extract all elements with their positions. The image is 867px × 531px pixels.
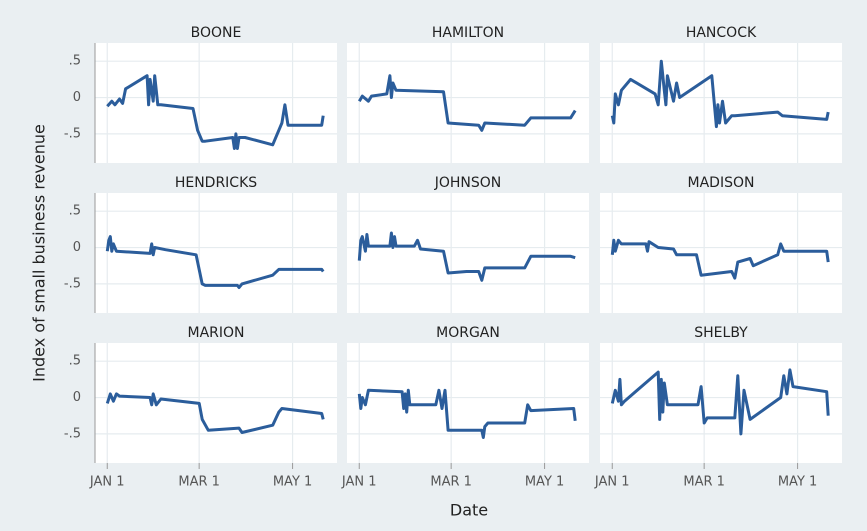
x-tick-label: JAN 1 <box>341 475 377 490</box>
y-tick-label: .5 <box>69 54 81 69</box>
series-line <box>610 238 830 280</box>
series-line <box>358 74 577 132</box>
series-line <box>105 235 325 289</box>
y-tick-label: -.5 <box>64 426 81 441</box>
panel <box>600 193 842 313</box>
panel-title: HANCOCK <box>686 25 757 41</box>
y-tick-label: -.5 <box>64 126 81 141</box>
x-axis-label: Date <box>450 501 488 520</box>
series-line <box>357 388 577 439</box>
panel-title: MORGAN <box>436 325 500 341</box>
panel-title: MARION <box>187 325 244 341</box>
x-tick-label: JAN 1 <box>89 475 125 490</box>
y-tick-label: 0 <box>73 90 81 105</box>
panel <box>347 343 589 463</box>
series-line <box>357 231 576 282</box>
x-tick-label: MAR 1 <box>178 475 220 490</box>
panel-title: HAMILTON <box>432 25 504 41</box>
series-line <box>610 59 830 129</box>
x-tick-label: MAR 1 <box>683 475 725 490</box>
panel-title: HENDRICKS <box>175 175 257 191</box>
panel <box>347 43 589 163</box>
y-tick-label: .5 <box>69 204 81 219</box>
panel <box>600 343 842 463</box>
panel-title: BOONE <box>191 25 242 41</box>
x-tick-label: MAY 1 <box>273 475 312 490</box>
y-tick-label: .5 <box>69 354 81 369</box>
panel-title: SHELBY <box>694 325 748 341</box>
x-tick-label: JAN 1 <box>594 475 630 490</box>
series-line <box>610 368 830 436</box>
x-tick-label: MAY 1 <box>778 475 817 490</box>
series-line <box>105 392 325 434</box>
panel <box>95 43 337 163</box>
series-line <box>106 74 325 150</box>
panel <box>347 193 589 313</box>
x-tick-label: MAY 1 <box>525 475 564 490</box>
y-axis-label: Index of small business revenue <box>30 124 49 382</box>
panel-title: JOHNSON <box>434 175 502 191</box>
y-tick-label: -.5 <box>64 276 81 291</box>
panel <box>95 343 337 463</box>
panel-title: MADISON <box>688 175 755 191</box>
x-tick-label: MAR 1 <box>430 475 472 490</box>
y-tick-label: 0 <box>73 240 81 255</box>
y-tick-label: 0 <box>73 390 81 405</box>
